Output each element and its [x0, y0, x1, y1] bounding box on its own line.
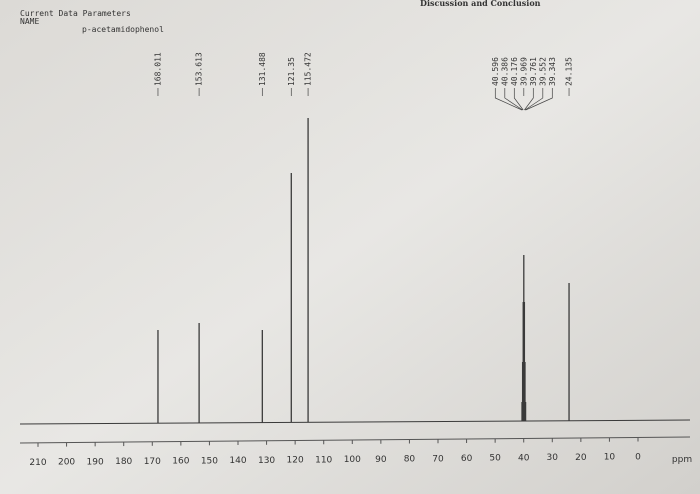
peak-label-leader	[494, 88, 523, 111]
x-tick-label: 110	[315, 455, 332, 465]
peak-label: 40.176	[510, 57, 519, 86]
peak-label-leader	[524, 88, 534, 111]
peak-label-leader	[524, 88, 544, 111]
peak-label: 121.35	[287, 57, 296, 86]
peak-label: 131.488	[258, 52, 267, 86]
page-heading: Discussion and Conclusion	[420, 0, 541, 8]
x-tick-label: 200	[58, 458, 75, 468]
x-tick-label: 10	[604, 453, 616, 463]
peak-label: 153.613	[195, 52, 204, 86]
peak-label: 39.969	[519, 57, 528, 86]
x-tick-label: 210	[29, 458, 46, 468]
x-axis-label: ppm	[672, 455, 692, 465]
params-label: Current Data Parameters	[20, 9, 131, 18]
peak-label: 115.472	[304, 52, 313, 86]
x-tick-label: 50	[489, 454, 501, 464]
x-tick-label: 150	[201, 456, 218, 466]
peak-label: 39.552	[538, 57, 547, 86]
x-tick-label: 70	[432, 454, 444, 464]
x-tick-label: 140	[229, 456, 246, 466]
x-tick-label: 170	[144, 457, 161, 467]
name-value: p-acetamidophenol	[82, 25, 164, 34]
peak-label-leader	[513, 88, 524, 111]
peak-label-leader	[504, 88, 523, 111]
x-tick-label: 180	[115, 457, 132, 467]
peak-label: 40.386	[500, 57, 509, 86]
x-tick-label: 90	[375, 455, 387, 465]
x-tick-label: 190	[87, 457, 104, 467]
x-tick-label: 100	[344, 455, 361, 465]
x-axis-line	[19, 436, 691, 444]
name-key: NAME	[20, 17, 39, 26]
x-tick-label: 30	[547, 453, 559, 463]
x-tick-label: 20	[575, 453, 587, 463]
peak-label: 40.596	[491, 57, 500, 86]
x-tick-label: 130	[258, 456, 275, 466]
x-tick-label: 160	[172, 457, 189, 467]
peak-label: 39.343	[548, 57, 557, 86]
peak-label: 24.135	[565, 57, 574, 86]
baseline	[19, 419, 691, 425]
x-tick-label: 120	[287, 456, 304, 466]
x-tick-label: 80	[404, 455, 416, 465]
x-tick-label: 60	[461, 454, 473, 464]
x-tick-label: 0	[635, 452, 641, 462]
x-tick-label: 40	[518, 453, 530, 463]
peak-label-leader	[525, 88, 553, 111]
peak-label: 39.761	[529, 57, 538, 86]
peak-label: 168.011	[153, 52, 162, 86]
